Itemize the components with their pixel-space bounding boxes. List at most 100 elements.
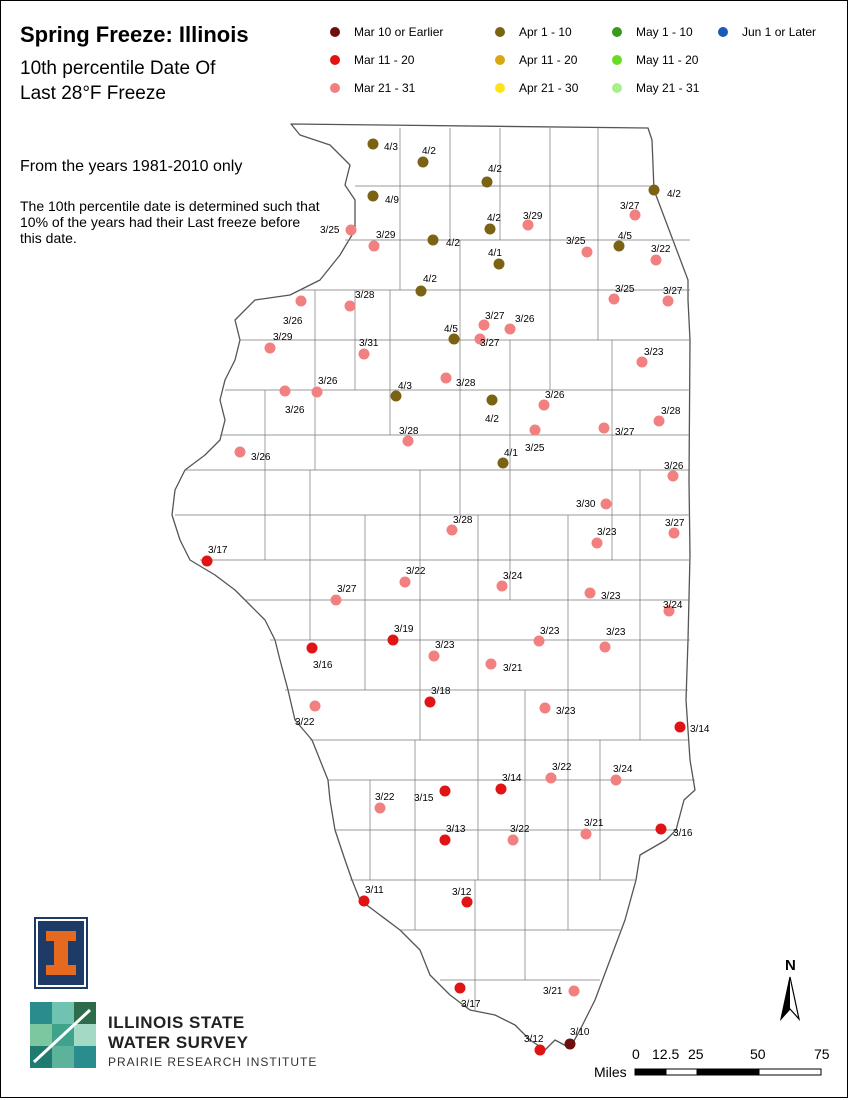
legend-swatch: [718, 27, 728, 37]
north-arrow-label: N: [785, 957, 796, 974]
station-dot: [529, 424, 541, 436]
station-dot: [564, 1038, 576, 1050]
station-date-label: 4/2: [488, 164, 502, 175]
station-date-label: 3/26: [515, 314, 535, 325]
scale-tick-75: 75: [814, 1046, 830, 1062]
station-dot: [367, 138, 379, 150]
station-dot: [538, 399, 550, 411]
station-dot: [358, 895, 370, 907]
station-date-label: 3/23: [540, 626, 560, 637]
station-date-label: 3/24: [613, 764, 633, 775]
station-dot: [234, 446, 246, 458]
station-date-label: 3/16: [313, 660, 333, 671]
station-date-label: 3/23: [644, 347, 664, 358]
station-date-label: 3/28: [453, 515, 473, 526]
station-date-label: 4/3: [398, 381, 412, 392]
station-date-label: 3/29: [273, 332, 293, 343]
station-date-label: 3/16: [673, 828, 693, 839]
station-dot: [295, 295, 307, 307]
station-dot: [662, 295, 674, 307]
station-dot: [581, 246, 593, 258]
scale-tick-0: 0: [632, 1046, 640, 1062]
station-dot: [610, 774, 622, 786]
station-dot: [439, 785, 451, 797]
map-subtitle-line1: 10th percentile Date Of: [20, 58, 216, 79]
station-dot: [629, 209, 641, 221]
station-date-label: 4/2: [667, 189, 681, 200]
station-dot: [264, 342, 276, 354]
station-date-label: 3/22: [375, 792, 395, 803]
station-date-label: 3/25: [615, 284, 635, 295]
station-dot: [522, 219, 534, 231]
station-dot: [368, 240, 380, 252]
org-name-line2: WATER SURVEY: [108, 1033, 249, 1052]
station-dot: [493, 258, 505, 270]
org-name-line3: PRAIRIE RESEARCH INSTITUTE: [108, 1055, 318, 1069]
station-dot: [580, 828, 592, 840]
station-date-label: 3/10: [570, 1027, 590, 1038]
station-dot: [427, 234, 439, 246]
legend-swatch: [495, 27, 505, 37]
legend-swatch: [495, 83, 505, 93]
station-date-label: 3/27: [615, 427, 635, 438]
station-dot: [402, 435, 414, 447]
illinois-state-water-survey-logo: [30, 1002, 96, 1068]
scale-tick-50: 50: [750, 1046, 766, 1062]
station-dot: [667, 470, 679, 482]
station-dot: [598, 422, 610, 434]
station-dot: [344, 300, 356, 312]
legend-label: Mar 10 or Earlier: [354, 25, 444, 39]
station-dot: [599, 641, 611, 653]
station-dot: [653, 415, 665, 427]
station-date-label: 4/2: [487, 213, 501, 224]
legend-label: May 1 - 10: [636, 25, 693, 39]
station-dot: [201, 555, 213, 567]
legend-swatch: [330, 27, 340, 37]
station-dot: [485, 658, 497, 670]
station-dot: [591, 537, 603, 549]
station-date-label: 3/14: [690, 724, 710, 735]
station-dot: [674, 721, 686, 733]
station-date-label: 3/17: [461, 999, 481, 1010]
station-date-label: 4/3: [384, 142, 398, 153]
map-title: Spring Freeze: Illinois: [20, 22, 249, 47]
station-date-label: 3/27: [480, 338, 500, 349]
station-date-label: 3/24: [503, 571, 523, 582]
station-date-label: 3/22: [295, 717, 315, 728]
legend-swatch: [330, 55, 340, 65]
station-dot: [461, 896, 473, 908]
station-date-label: 3/11: [365, 885, 384, 896]
explanation-note: The 10th percentile date is determined s…: [20, 198, 320, 246]
station-date-label: 3/28: [399, 426, 419, 437]
station-date-label: 3/23: [606, 627, 626, 638]
station-dot: [345, 224, 357, 236]
station-date-label: 3/22: [651, 244, 671, 255]
station-date-label: 3/15: [414, 793, 434, 804]
station-dot: [399, 576, 411, 588]
station-date-label: 3/23: [597, 527, 617, 538]
station-dot: [390, 390, 402, 402]
station-date-label: 3/27: [663, 286, 683, 297]
station-date-label: 3/25: [566, 236, 586, 247]
station-date-label: 4/2: [446, 238, 460, 249]
station-date-label: 4/2: [485, 414, 499, 425]
station-date-label: 3/27: [620, 201, 640, 212]
station-date-label: 3/19: [394, 624, 414, 635]
station-date-label: 3/21: [584, 818, 604, 829]
station-date-label: 3/26: [664, 461, 684, 472]
station-dot: [417, 156, 429, 168]
station-date-label: 3/25: [525, 443, 545, 454]
station-dot: [497, 457, 509, 469]
station-dot: [504, 323, 516, 335]
station-date-label: 3/21: [503, 663, 523, 674]
scale-unit-label: Miles: [594, 1064, 627, 1080]
station-dot: [387, 634, 399, 646]
station-dot: [454, 982, 466, 994]
station-dot: [415, 285, 427, 297]
station-date-label: 3/25: [320, 225, 340, 236]
station-date-label: 4/9: [385, 195, 399, 206]
station-dot: [584, 587, 596, 599]
map-subtitle-line2: Last 28°F Freeze: [20, 83, 166, 104]
station-dot: [474, 333, 486, 345]
station-dot: [446, 524, 458, 536]
